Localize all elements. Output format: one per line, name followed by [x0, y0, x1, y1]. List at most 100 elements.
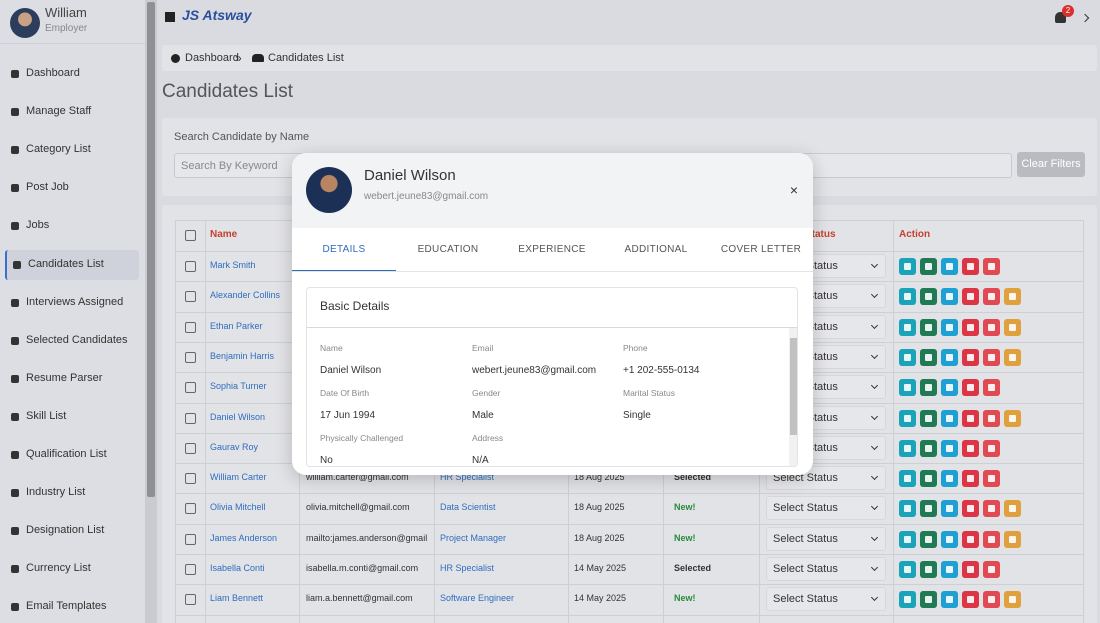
action-button[interactable] [941, 409, 958, 427]
candidate-name[interactable]: Benjamin Harris [210, 350, 275, 361]
action-button[interactable] [962, 379, 979, 397]
action-button[interactable] [962, 348, 979, 366]
action-button[interactable] [983, 561, 1000, 578]
action-button[interactable] [899, 348, 916, 366]
checkbox[interactable] [185, 261, 196, 272]
grid-icon[interactable] [165, 12, 175, 22]
menu-item[interactable]: Manage Staff [5, 97, 139, 127]
action-button[interactable] [920, 318, 937, 336]
action-button[interactable] [983, 500, 1000, 518]
action-button[interactable] [920, 561, 937, 578]
candidate-name[interactable]: Olivia Mitchell [210, 502, 266, 513]
checkbox[interactable] [185, 533, 196, 545]
checkbox[interactable] [185, 382, 196, 394]
action-button[interactable] [920, 379, 937, 397]
candidate-name[interactable]: Liam Bennett [210, 593, 264, 604]
action-button[interactable] [962, 318, 979, 336]
action-button[interactable] [920, 348, 937, 366]
action-button[interactable] [983, 288, 1000, 306]
action-button[interactable] [983, 318, 1000, 336]
action-button[interactable] [962, 439, 979, 457]
action-button[interactable] [941, 439, 958, 457]
candidate-job[interactable]: Project Manager [440, 532, 507, 543]
action-button[interactable] [1004, 318, 1021, 336]
checkbox[interactable] [185, 230, 196, 241]
action-button[interactable] [941, 500, 958, 518]
candidate-name[interactable]: Isabella Conti [210, 563, 265, 573]
candidate-name[interactable]: William Carter [210, 472, 267, 483]
checkbox[interactable] [185, 291, 196, 303]
action-button[interactable] [920, 591, 937, 609]
action-button[interactable] [1004, 409, 1021, 427]
action-button[interactable] [1004, 500, 1021, 518]
clear-filters-button[interactable]: Clear Filters [1017, 152, 1085, 177]
menu-item[interactable]: Jobs [5, 211, 139, 241]
menu-item[interactable]: Interviews Assigned [5, 288, 139, 318]
candidate-name[interactable]: Daniel Wilson [210, 411, 266, 422]
action-button[interactable] [962, 561, 979, 578]
modal-tab[interactable]: ADDITIONAL [624, 244, 688, 255]
candidate-job[interactable]: Data Scientist [440, 502, 496, 513]
action-button[interactable] [941, 561, 958, 578]
action-button[interactable] [920, 288, 937, 306]
action-button[interactable] [1004, 288, 1021, 306]
action-button[interactable] [983, 470, 1000, 488]
menu-item[interactable]: Candidates List [5, 249, 139, 280]
action-button[interactable] [941, 288, 958, 306]
action-button[interactable] [983, 379, 1000, 397]
action-button[interactable] [983, 409, 1000, 427]
action-button[interactable] [941, 591, 958, 609]
checkbox[interactable] [185, 473, 196, 485]
menu-item[interactable]: Industry List [5, 478, 139, 508]
action-button[interactable] [899, 258, 916, 275]
modal-tab[interactable]: COVER LETTER [720, 244, 802, 255]
modal-tab[interactable]: EDUCATION [417, 244, 479, 255]
action-button[interactable] [920, 258, 937, 275]
candidate-name[interactable]: Sophia Turner [210, 381, 267, 392]
action-button[interactable] [920, 439, 937, 457]
checkbox[interactable] [185, 412, 196, 424]
action-button[interactable] [920, 500, 937, 518]
checkbox[interactable] [185, 503, 196, 515]
modal-tab[interactable]: EXPERIENCE [518, 244, 586, 255]
status-select[interactable]: Select Status [766, 587, 886, 612]
action-button[interactable] [899, 409, 916, 427]
action-button[interactable] [962, 500, 979, 518]
action-button[interactable] [899, 530, 916, 548]
action-button[interactable] [962, 470, 979, 488]
action-button[interactable] [899, 288, 916, 306]
action-button[interactable] [941, 379, 958, 397]
action-button[interactable] [983, 530, 1000, 548]
candidate-name[interactable]: Gaurav Roy [210, 441, 259, 452]
action-button[interactable] [899, 379, 916, 397]
checkbox[interactable] [185, 564, 196, 575]
action-button[interactable] [941, 530, 958, 548]
action-button[interactable] [983, 348, 1000, 366]
menu-item[interactable]: Post Job [5, 173, 139, 203]
status-select[interactable]: Select Status [766, 526, 886, 551]
checkbox[interactable] [185, 351, 196, 363]
action-button[interactable] [920, 470, 937, 488]
chevron[interactable] [1080, 13, 1090, 23]
action-button[interactable] [941, 318, 958, 336]
menu-item[interactable]: Currency List [5, 554, 139, 584]
action-button[interactable] [920, 530, 937, 548]
checkbox[interactable] [185, 442, 196, 454]
menu-item[interactable]: Qualification List [5, 440, 139, 470]
action-button[interactable] [962, 258, 979, 275]
checkbox[interactable] [185, 594, 196, 606]
bell-icon[interactable] [1055, 12, 1066, 23]
menu-item[interactable]: Designation List [5, 516, 139, 546]
action-button[interactable] [899, 561, 916, 578]
action-button[interactable] [920, 409, 937, 427]
action-button[interactable] [941, 348, 958, 366]
action-button[interactable] [983, 439, 1000, 457]
action-button[interactable] [899, 439, 916, 457]
candidate-name[interactable]: James Anderson [210, 532, 278, 543]
menu-item[interactable]: Skill List [5, 402, 139, 432]
action-button[interactable] [1004, 530, 1021, 548]
action-button[interactable] [962, 409, 979, 427]
candidate-name[interactable]: Mark Smith [210, 260, 256, 270]
action-button[interactable] [899, 470, 916, 488]
checkbox[interactable] [185, 321, 196, 333]
